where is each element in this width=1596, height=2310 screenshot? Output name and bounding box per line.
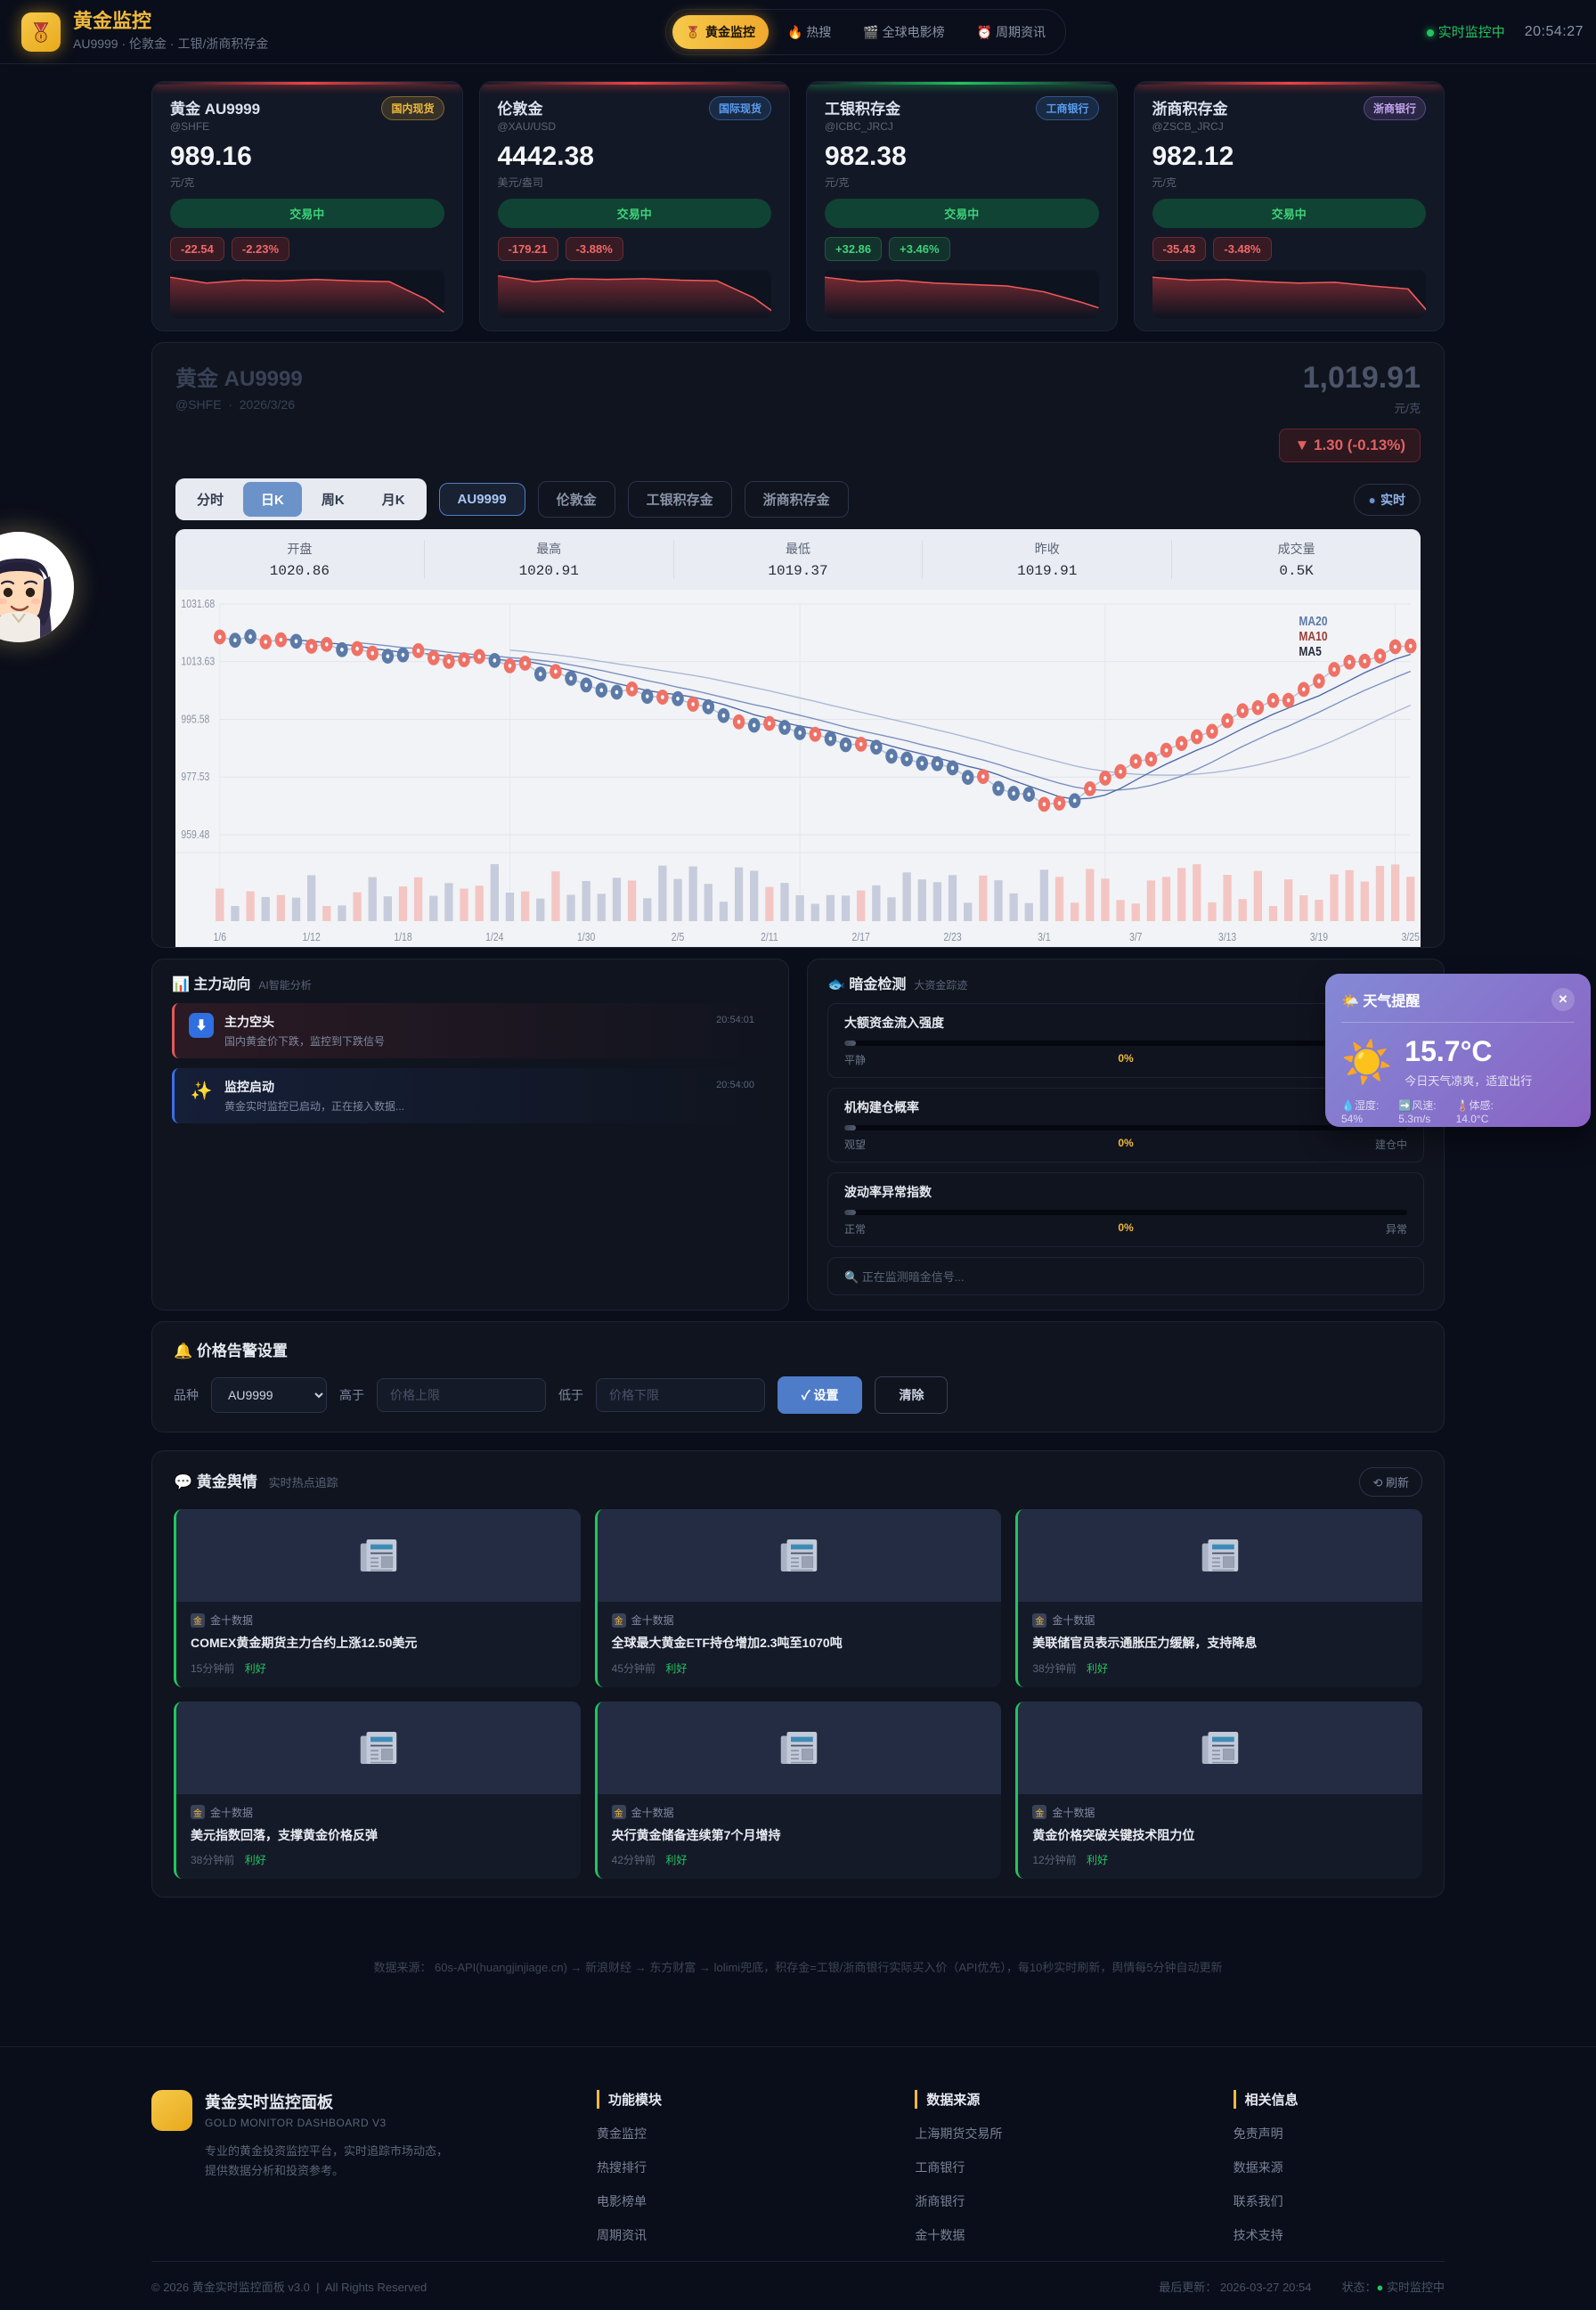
svg-text:1/24: 1/24 [485,931,504,943]
svg-text:3/25: 3/25 [1402,931,1421,943]
svg-text:2/17: 2/17 [852,931,870,943]
svg-text:MA5: MA5 [1299,644,1322,659]
svg-text:2/23: 2/23 [943,931,962,943]
svg-text:2/5: 2/5 [672,931,685,943]
svg-text:1/12: 1/12 [302,931,320,943]
svg-text:995.58: 995.58 [181,713,209,725]
svg-text:3/13: 3/13 [1218,931,1237,943]
svg-text:2/11: 2/11 [761,931,778,943]
svg-text:1/18: 1/18 [394,931,412,943]
svg-text:3/7: 3/7 [1129,931,1143,943]
svg-text:959.48: 959.48 [181,828,209,841]
svg-text:1/6: 1/6 [214,931,227,943]
svg-text:977.53: 977.53 [181,771,209,783]
svg-text:MA20: MA20 [1299,614,1327,629]
svg-text:3/1: 3/1 [1038,931,1051,943]
svg-text:1/30: 1/30 [577,931,596,943]
svg-text:3/19: 3/19 [1310,931,1328,943]
svg-text:MA10: MA10 [1299,629,1327,644]
svg-text:1031.68: 1031.68 [181,598,215,610]
svg-text:1013.63: 1013.63 [181,656,215,668]
